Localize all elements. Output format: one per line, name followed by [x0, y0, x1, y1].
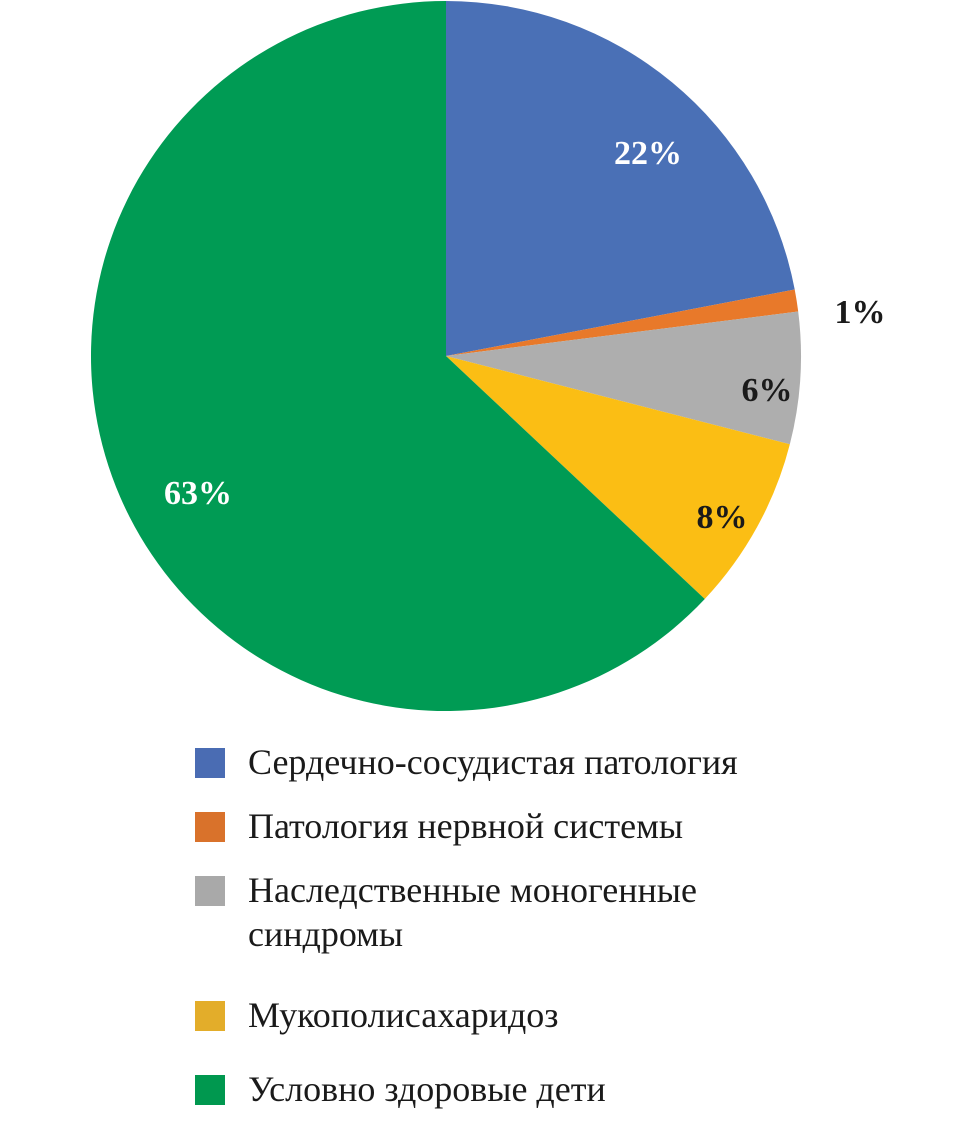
pie-slice	[446, 356, 790, 600]
legend-label: Патология нервной системы	[248, 806, 684, 846]
slice-value-label: 63%	[164, 475, 232, 512]
pie-chart: 22% 1% 6% 8% 63%	[90, 1, 886, 711]
legend-swatch	[195, 1075, 225, 1105]
legend-swatch	[195, 748, 225, 778]
slice-value-label: 22%	[614, 135, 682, 172]
pie-slice	[446, 1, 795, 356]
slice-value-label: 8%	[697, 499, 748, 536]
pie-slice	[446, 289, 799, 356]
legend-label: Условно здоровые дети	[248, 1069, 606, 1109]
pie-slices	[90, 1, 801, 711]
legend-swatch	[195, 1001, 225, 1031]
pie-slice	[90, 1, 705, 711]
legend-label: Наследственные моногенные синдромы	[248, 870, 697, 954]
legend-label: Сердечно-сосудистая патология	[248, 742, 738, 782]
legend-swatch	[195, 876, 225, 906]
slice-value-label: 6%	[742, 372, 793, 409]
legend-swatch	[195, 812, 225, 842]
legend-label: Мукополисахаридоз	[248, 995, 559, 1035]
pie-slice	[446, 311, 801, 445]
slice-value-label: 1%	[835, 294, 886, 331]
